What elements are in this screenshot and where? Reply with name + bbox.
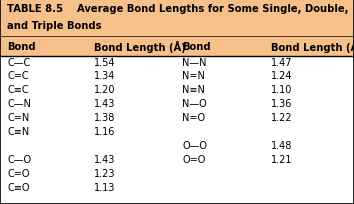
Text: O—O: O—O (182, 141, 207, 150)
Text: TABLE 8.5    Average Bond Lengths for Some Single, Double,: TABLE 8.5 Average Bond Lengths for Some … (7, 4, 349, 14)
Text: C—C: C—C (7, 57, 30, 67)
Text: C=C: C=C (7, 71, 29, 81)
Text: Bond: Bond (7, 42, 36, 52)
Text: 1.22: 1.22 (271, 113, 292, 123)
Text: O=O: O=O (182, 154, 206, 164)
Text: C—N: C—N (7, 99, 31, 109)
Text: 1.43: 1.43 (94, 99, 115, 109)
Bar (0, 37, 354, 57)
Text: and Triple Bonds: and Triple Bonds (7, 21, 102, 30)
Text: 1.54: 1.54 (94, 57, 115, 67)
Text: 1.13: 1.13 (94, 182, 115, 192)
Text: 1.38: 1.38 (94, 113, 115, 123)
Text: Bond: Bond (182, 42, 211, 52)
Text: 1.10: 1.10 (271, 85, 292, 95)
Text: 1.16: 1.16 (94, 127, 115, 136)
Text: N=N: N=N (182, 71, 205, 81)
Text: N—N: N—N (182, 57, 207, 67)
Text: Bond Length (Å): Bond Length (Å) (94, 41, 185, 53)
Text: 1.23: 1.23 (94, 168, 115, 178)
Text: 1.20: 1.20 (94, 85, 115, 95)
Text: 1.36: 1.36 (271, 99, 292, 109)
Text: C≡C: C≡C (7, 85, 29, 95)
Text: C≡O: C≡O (7, 182, 30, 192)
Bar (0, 0, 354, 37)
Text: N—O: N—O (182, 99, 207, 109)
Text: C=O: C=O (7, 168, 30, 178)
Text: 1.21: 1.21 (271, 154, 292, 164)
Text: N=O: N=O (182, 113, 205, 123)
Text: C=N: C=N (7, 113, 29, 123)
Text: N≡N: N≡N (182, 85, 205, 95)
Text: 1.34: 1.34 (94, 71, 115, 81)
Text: C—O: C—O (7, 154, 31, 164)
Text: 1.48: 1.48 (271, 141, 292, 150)
Text: 1.24: 1.24 (271, 71, 292, 81)
Text: 1.43: 1.43 (94, 154, 115, 164)
Text: 1.47: 1.47 (271, 57, 292, 67)
Text: C≡N: C≡N (7, 127, 29, 136)
Text: Bond Length (Å): Bond Length (Å) (271, 41, 354, 53)
